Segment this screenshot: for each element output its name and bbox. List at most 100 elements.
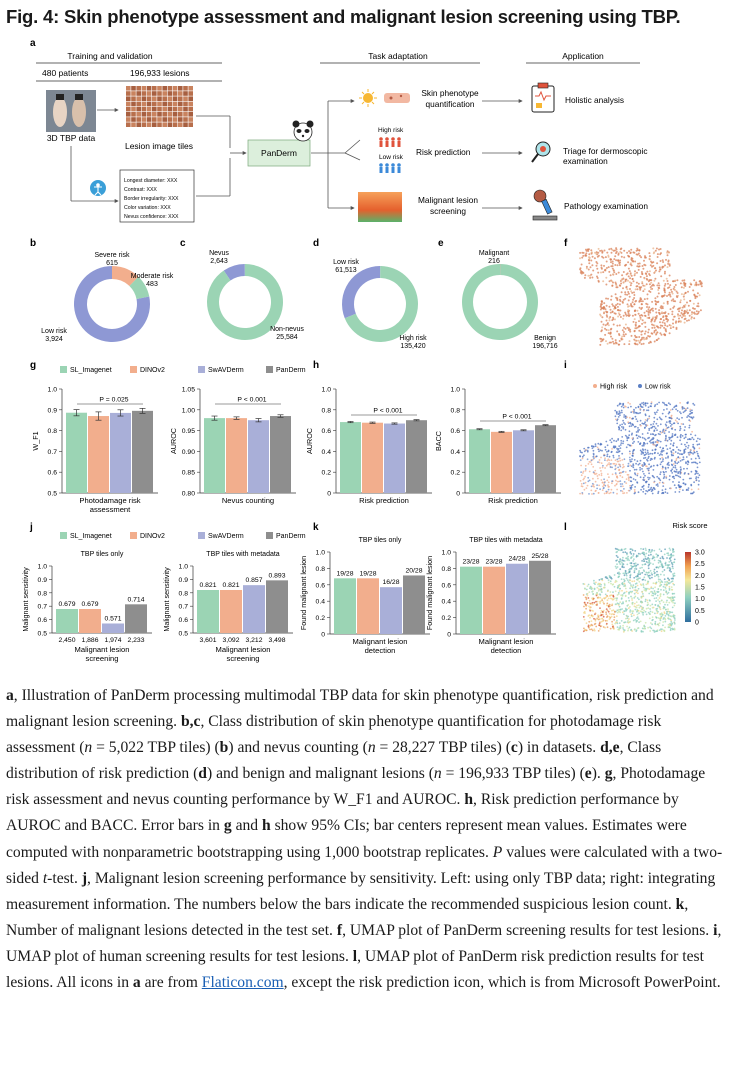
lesion-tile bbox=[167, 112, 173, 117]
cap-h-text2: and bbox=[231, 817, 262, 835]
y-tick-label: 0.8 bbox=[48, 428, 58, 435]
panel-j-letter: j bbox=[29, 522, 33, 533]
y-tick-label: 0.9 bbox=[38, 577, 48, 584]
y-tick-label: 0.8 bbox=[442, 566, 452, 573]
colorbar-tick: 2.5 bbox=[695, 561, 705, 568]
risk-colorbar bbox=[685, 552, 691, 622]
donut-b bbox=[74, 266, 151, 342]
donut-d bbox=[341, 266, 418, 342]
panderm-box bbox=[247, 139, 311, 167]
y-tick-label: 0.5 bbox=[179, 631, 189, 638]
bar-DINOv2 bbox=[88, 416, 109, 493]
panel-g-letter: g bbox=[30, 360, 36, 371]
lesion-tile bbox=[188, 122, 193, 127]
c-label-non-nevus: Non-nevus bbox=[270, 326, 304, 333]
metadata-box bbox=[119, 169, 195, 223]
y-tick-label: 0.80 bbox=[182, 491, 195, 498]
lesion-tile bbox=[183, 86, 188, 91]
lesion-tile bbox=[167, 101, 173, 107]
y-tick-label: 0.7 bbox=[179, 604, 189, 611]
bar-SwAVDerm bbox=[513, 430, 534, 493]
x-axis-label: Nevus counting bbox=[222, 496, 274, 505]
cap-t: t bbox=[42, 869, 48, 887]
y-tick-label: 0.6 bbox=[322, 428, 332, 435]
lesion-tile bbox=[141, 91, 147, 96]
cap-icons-text: are from bbox=[140, 974, 202, 992]
y-axis-label: AUROC bbox=[305, 428, 314, 454]
cap-p-text1: values were calculated with a two-sided bbox=[6, 843, 723, 887]
y-tick-label: 0.6 bbox=[442, 582, 452, 589]
bar-count-label: 3,212 bbox=[245, 637, 262, 644]
lesion-tile bbox=[136, 122, 141, 127]
c-value-non-nevus: 25,584 bbox=[276, 334, 298, 341]
legend-label: SL_Imagenet bbox=[70, 533, 112, 540]
y-tick-label: 0.7 bbox=[48, 449, 58, 456]
cap-de-text1: , Class distribution of risk prediction … bbox=[6, 739, 662, 783]
lesion-tile bbox=[162, 96, 167, 101]
lesion-tile bbox=[188, 101, 193, 107]
app2-label-b: examination bbox=[563, 156, 608, 166]
d-label-high: High risk bbox=[399, 335, 427, 342]
lesion-tile bbox=[152, 112, 157, 117]
bar-SL_Imagenet bbox=[340, 422, 361, 493]
lesion-tile bbox=[141, 106, 147, 112]
umap-l-points bbox=[582, 547, 676, 633]
colorbar-tick: 0 bbox=[695, 620, 699, 627]
lesion-tile bbox=[136, 117, 141, 122]
y-tick-label: 1.00 bbox=[182, 407, 195, 414]
y-tick-label: 0.2 bbox=[451, 470, 461, 477]
panderm-label: PanDerm bbox=[261, 148, 297, 158]
e-value-benign: 196,716 bbox=[532, 343, 557, 350]
lesion-tile bbox=[141, 86, 147, 91]
training-header: Training and validation bbox=[67, 51, 152, 61]
legend-g: SL_Imagenet DINOv2 SwAVDerm PanDerm bbox=[60, 366, 306, 374]
lesion-tile bbox=[126, 86, 131, 91]
tiles-label: Lesion image tiles bbox=[125, 141, 193, 151]
cap-bc-text2: = 5,022 TBP tiles) ( bbox=[92, 739, 220, 757]
y-axis-label: Malignant sensitivity bbox=[162, 567, 171, 632]
lesion-tile bbox=[162, 91, 167, 96]
panel-k-letter: k bbox=[313, 522, 319, 533]
lesion-tile bbox=[157, 96, 162, 101]
task2-label: Risk prediction bbox=[416, 147, 471, 157]
legend-swatch bbox=[60, 532, 67, 539]
y-tick-label: 1.0 bbox=[48, 387, 58, 394]
patients-label: 480 patients bbox=[42, 68, 88, 78]
bar-PanDerm bbox=[406, 420, 427, 493]
cap-l-text: , UMAP plot of PanDerm risk prediction r… bbox=[6, 947, 704, 992]
b-label-moderate: Moderate risk bbox=[131, 273, 174, 280]
y-tick-label: 0.6 bbox=[48, 470, 58, 477]
y-axis-label: AUROC bbox=[169, 428, 178, 454]
bar-value-label: 0.679 bbox=[58, 601, 75, 608]
lesion-tile bbox=[152, 117, 157, 122]
cap-c: c bbox=[510, 739, 518, 757]
tbp-data-label: 3D TBP data bbox=[47, 133, 96, 143]
panel-a-letter: a bbox=[30, 38, 36, 49]
cap-bc-text3: ) and nevus counting ( bbox=[228, 739, 368, 757]
x-axis-label: detection bbox=[365, 646, 396, 655]
legend-label: SwAVDerm bbox=[208, 367, 244, 374]
bar-SL_Imagenet bbox=[197, 589, 219, 633]
lesion-tile bbox=[131, 86, 136, 91]
flaticon-link[interactable]: Flaticon.com bbox=[201, 974, 284, 992]
donut-e-slice-1 bbox=[462, 264, 539, 340]
app2-label-a: Triage for dermoscopic bbox=[563, 146, 648, 156]
legend-label: DINOv2 bbox=[140, 533, 165, 540]
bar-value-label: 24/28 bbox=[508, 556, 525, 563]
lesion-tile bbox=[126, 96, 131, 101]
y-tick-label: 0.9 bbox=[179, 577, 189, 584]
y-tick-label: 0.8 bbox=[322, 407, 332, 414]
colorbar-tick: 3.0 bbox=[695, 550, 705, 557]
lesion-tile bbox=[131, 91, 136, 96]
chart-g-left: 1.0 0.9 0.8 0.7 0.6 0.5 W_F1 P = 0.025 Photodama… bbox=[31, 387, 158, 514]
donut-d-slice-1 bbox=[344, 266, 418, 342]
b-label-severe: Severe risk bbox=[94, 252, 130, 259]
lesion-tile bbox=[178, 106, 183, 112]
lesion-tile bbox=[162, 101, 167, 107]
chart-k-left: 1.0 0.8 0.6 0.4 0.2 0 Found malignant lesion TB… bbox=[299, 537, 430, 655]
y-tick-label: 0.6 bbox=[38, 617, 48, 624]
chart-title: TBP tiles only bbox=[81, 551, 124, 558]
bar-PanDerm bbox=[125, 604, 147, 633]
meta-line-1: Contrast: XXX bbox=[124, 187, 157, 193]
meta-line-4: Nevus confidence: XXX bbox=[124, 214, 179, 220]
